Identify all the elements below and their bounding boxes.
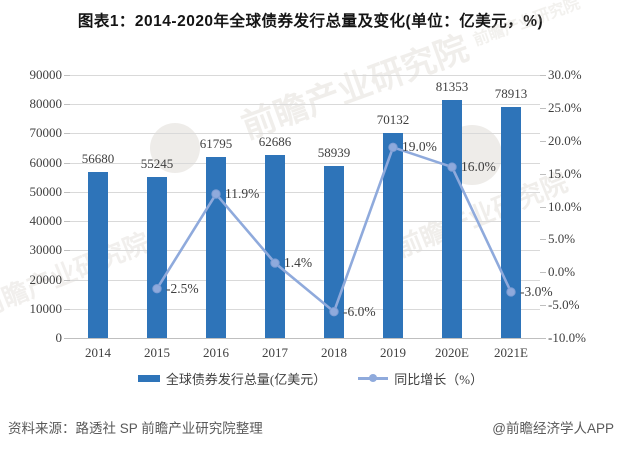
left-axis-tick bbox=[64, 279, 70, 281]
bar-value-label: 78913 bbox=[494, 86, 528, 102]
gridline bbox=[70, 308, 540, 310]
bar bbox=[88, 172, 108, 338]
bar-value-label: 70132 bbox=[376, 112, 410, 128]
left-axis-tick bbox=[64, 338, 70, 339]
gridline bbox=[70, 162, 540, 164]
x-axis-tick-label: 2014 bbox=[85, 345, 111, 360]
right-axis-tick-label: 5.0% bbox=[548, 231, 576, 247]
line-point-label: 11.9% bbox=[225, 186, 260, 201]
legend-label-growth: 同比增长（%） bbox=[394, 372, 484, 387]
x-axis-tick-label: 2021E bbox=[494, 345, 528, 360]
chart-title: 图表1：2014-2020年全球债券发行总量及变化(单位：亿美元，%) bbox=[77, 13, 544, 30]
x-axis-tick-label: 2018 bbox=[321, 345, 347, 360]
x-axis-tick-label: 2016 bbox=[203, 345, 229, 360]
line-point-label: -6.0% bbox=[343, 303, 376, 319]
line-point-label: 19.0% bbox=[402, 139, 437, 155]
line-point-label: 16.0% bbox=[461, 159, 496, 175]
growth-line-path bbox=[155, 145, 513, 314]
line-point-marker bbox=[270, 258, 280, 268]
right-axis-tick bbox=[540, 338, 546, 339]
line-point-marker bbox=[329, 307, 339, 317]
right-axis-tick-label: 15.0% bbox=[548, 165, 582, 181]
left-axis-tick-label: 10000 bbox=[29, 300, 63, 316]
left-axis-tick-label: 80000 bbox=[29, 96, 63, 112]
gridline bbox=[70, 75, 540, 76]
right-axis-tick-label: 25.0% bbox=[548, 99, 582, 115]
right-axis-tick-label: -5.0% bbox=[548, 297, 580, 313]
left-axis-tick bbox=[64, 104, 70, 106]
line-point-marker bbox=[388, 142, 398, 153]
left-axis-tick-label: 20000 bbox=[29, 271, 63, 287]
x-axis-tick-label: 2019 bbox=[380, 345, 406, 360]
bar bbox=[442, 100, 462, 338]
left-axis-tick bbox=[64, 162, 70, 164]
left-axis-tick bbox=[64, 221, 70, 223]
legend-label-total: 全球债券发行总量(亿美元） bbox=[165, 372, 327, 387]
legend-item-growth: 同比增长（%） bbox=[358, 369, 483, 388]
line-point-marker bbox=[447, 162, 457, 172]
right-axis-tick bbox=[540, 173, 546, 175]
left-axis-tick-label: 30000 bbox=[29, 242, 63, 258]
legend-bar-swatch bbox=[137, 375, 160, 382]
x-axis-tick-label: 2015 bbox=[144, 345, 170, 360]
bar-value-label: 61795 bbox=[199, 136, 233, 152]
left-axis-tick-label: 0 bbox=[55, 330, 63, 345]
left-axis-tick-label: 50000 bbox=[29, 183, 63, 199]
gridline bbox=[70, 133, 540, 135]
legend: 全球债券发行总量(亿美元） 同比增长（%） bbox=[0, 369, 621, 388]
left-axis-tick-label: 40000 bbox=[29, 213, 63, 229]
line-point-marker bbox=[152, 283, 162, 294]
bar bbox=[383, 133, 403, 338]
right-axis-tick bbox=[540, 272, 546, 274]
gridline bbox=[70, 104, 540, 106]
legend-item-total: 全球债券发行总量(亿美元） bbox=[137, 369, 327, 388]
line-point-label: -2.5% bbox=[166, 280, 199, 296]
left-axis-tick bbox=[64, 308, 70, 310]
brand-note: @前瞻经济学人APP bbox=[492, 421, 614, 436]
source-note: 资料来源：路透社 SP 前瞻产业研究院整理 bbox=[8, 421, 263, 436]
bar-value-label: 58939 bbox=[317, 144, 351, 160]
x-axis-tick-label: 2020E bbox=[435, 345, 469, 360]
gridline bbox=[70, 279, 540, 281]
line-point-marker bbox=[211, 189, 221, 199]
line-point-marker bbox=[506, 287, 516, 297]
right-axis-tick-label: 0.0% bbox=[548, 264, 576, 280]
right-axis-tick-label: -10.0% bbox=[548, 330, 586, 345]
left-axis-tick bbox=[64, 191, 70, 193]
right-axis-tick-label: 20.0% bbox=[548, 132, 582, 148]
right-axis-tick bbox=[540, 75, 546, 76]
bar-value-label: 62686 bbox=[258, 133, 292, 149]
right-axis-tick-label: 10.0% bbox=[548, 198, 582, 214]
gridline bbox=[70, 221, 540, 223]
bar bbox=[265, 154, 285, 338]
gridline bbox=[70, 338, 540, 339]
bar-value-label: 56680 bbox=[81, 151, 115, 167]
right-axis-tick bbox=[540, 140, 546, 142]
right-axis-tick bbox=[540, 107, 546, 109]
left-axis-tick-label: 70000 bbox=[29, 125, 63, 141]
bar-value-label: 55245 bbox=[140, 155, 174, 171]
left-axis-tick bbox=[64, 250, 70, 252]
right-axis-tick bbox=[540, 305, 546, 307]
left-axis-tick-label: 60000 bbox=[29, 154, 63, 170]
right-axis-tick bbox=[540, 239, 546, 241]
line-point-label: 1.4% bbox=[284, 255, 313, 271]
line-point-label: -3.0% bbox=[520, 283, 553, 299]
legend-line-marker-icon bbox=[369, 374, 378, 382]
left-axis-tick bbox=[64, 133, 70, 135]
left-axis-tick-label: 90000 bbox=[29, 67, 63, 82]
right-axis-tick bbox=[540, 206, 546, 208]
bar bbox=[147, 176, 167, 338]
footer: 资料来源：路透社 SP 前瞻产业研究院整理 @前瞻经济学人APP bbox=[8, 417, 614, 437]
legend-line-swatch bbox=[358, 374, 389, 383]
x-axis-tick-label: 2017 bbox=[262, 345, 288, 360]
gridline bbox=[70, 250, 540, 252]
bar-value-label: 81353 bbox=[435, 79, 469, 95]
right-axis-tick-label: 30.0% bbox=[548, 67, 582, 82]
gridline bbox=[70, 191, 540, 193]
left-axis-tick bbox=[64, 75, 70, 76]
